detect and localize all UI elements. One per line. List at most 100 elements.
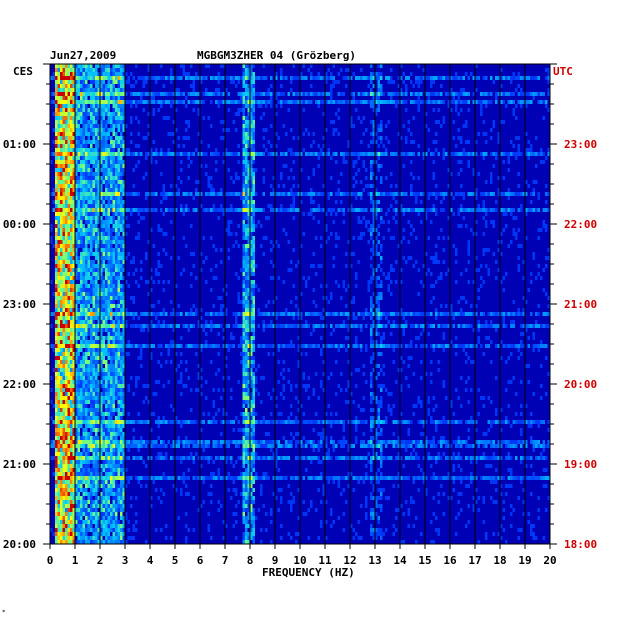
spectrogram-cell <box>290 340 293 344</box>
spectrogram-cell <box>95 176 98 180</box>
spectrogram-cell <box>245 244 248 248</box>
spectrogram-cell <box>462 216 465 220</box>
spectrogram-cell <box>70 156 73 160</box>
spectrogram-cell <box>460 208 463 212</box>
spectrogram-cell <box>372 92 375 96</box>
spectrogram-cell <box>352 192 355 196</box>
spectrogram-cell <box>365 184 368 188</box>
spectrogram-cell <box>377 192 380 196</box>
spectrogram-cell <box>390 80 393 84</box>
spectrogram-cell <box>55 196 58 200</box>
spectrogram-cell <box>105 252 108 256</box>
spectrogram-cell <box>165 192 168 196</box>
spectrogram-cell <box>462 196 465 200</box>
spectrogram-cell <box>302 232 305 236</box>
spectrogram-cell <box>182 212 185 216</box>
spectrogram-cell <box>135 268 138 272</box>
spectrogram-cell <box>185 104 188 108</box>
spectrogram-cell <box>65 180 68 184</box>
spectrogram-cell <box>242 320 245 324</box>
spectrogram-cell <box>382 324 385 328</box>
spectrogram-cell <box>402 72 405 76</box>
spectrogram-cell <box>415 92 418 96</box>
spectrogram-cell <box>75 340 78 344</box>
spectrogram-cell <box>207 192 210 196</box>
spectrogram-cell <box>52 244 55 248</box>
spectrogram-cell <box>280 104 283 108</box>
spectrogram-cell <box>337 192 340 196</box>
spectrogram-cell <box>440 124 443 128</box>
spectrogram-cell <box>85 252 88 256</box>
spectrogram-cell <box>355 340 358 344</box>
spectrogram-cell <box>515 152 518 156</box>
spectrogram-cell <box>105 212 108 216</box>
spectrogram-cell <box>275 132 278 136</box>
spectrogram-cell <box>105 112 108 116</box>
spectrogram-cell <box>180 272 183 276</box>
spectrogram-cell <box>57 140 60 144</box>
spectrogram-cell <box>65 68 68 72</box>
spectrogram-cell <box>402 152 405 156</box>
spectrogram-cell <box>120 324 123 328</box>
spectrogram-cell <box>517 264 520 268</box>
spectrogram-cell <box>485 224 488 228</box>
spectrogram-cell <box>80 128 83 132</box>
spectrogram-cell <box>67 68 70 72</box>
spectrogram-cell <box>97 148 100 152</box>
spectrogram-cell <box>357 76 360 80</box>
spectrogram-cell <box>365 220 368 224</box>
spectrogram-cell <box>165 92 168 96</box>
spectrogram-cell <box>122 240 125 244</box>
spectrogram-cell <box>245 76 248 80</box>
spectrogram-cell <box>377 100 380 104</box>
spectrogram-cell <box>85 160 88 164</box>
spectrogram-cell <box>252 260 255 264</box>
spectrogram-cell <box>105 320 108 324</box>
spectrogram-cell <box>520 204 523 208</box>
spectrogram-cell <box>310 64 313 68</box>
spectrogram-cell <box>435 208 438 212</box>
spectrogram-cell <box>417 312 420 316</box>
spectrogram-cell <box>80 264 83 268</box>
spectrogram-cell <box>295 208 298 212</box>
spectrogram-cell <box>250 124 253 128</box>
spectrogram-cell <box>65 144 68 148</box>
spectrogram-cell <box>242 284 245 288</box>
spectrogram-cell <box>170 132 173 136</box>
spectrogram-cell <box>297 92 300 96</box>
spectrogram-cell <box>335 312 338 316</box>
spectrogram-cell <box>147 344 150 348</box>
spectrogram-cell <box>57 240 60 244</box>
spectrogram-cell <box>427 76 430 80</box>
spectrogram-cell <box>502 316 505 320</box>
spectrogram-cell <box>410 132 413 136</box>
spectrogram-cell <box>107 332 110 336</box>
spectrogram-cell <box>440 208 443 212</box>
spectrogram-cell <box>432 76 435 80</box>
spectrogram-cell <box>370 224 373 228</box>
spectrogram-cell <box>330 332 333 336</box>
spectrogram-cell <box>57 72 60 76</box>
spectrogram-cell <box>260 116 263 120</box>
spectrogram-cell <box>162 320 165 324</box>
spectrogram-cell <box>250 256 253 260</box>
spectrogram-cell <box>337 108 340 112</box>
spectrogram-cell <box>167 192 170 196</box>
spectrogram-cell <box>520 76 523 80</box>
spectrogram-cell <box>95 312 98 316</box>
spectrogram-cell <box>417 192 420 196</box>
spectrogram-cell <box>477 336 480 340</box>
spectrogram-cell <box>70 68 73 72</box>
spectrogram-cell <box>245 312 248 316</box>
spectrogram-cell <box>57 124 60 128</box>
spectrogram-cell <box>422 284 425 288</box>
spectrogram-cell <box>72 104 75 108</box>
spectrogram-cell <box>395 92 398 96</box>
spectrogram-cell <box>72 180 75 184</box>
spectrogram-cell <box>252 224 255 228</box>
spectrogram-cell <box>150 92 153 96</box>
spectrogram-cell <box>495 96 498 100</box>
spectrogram-cell <box>102 308 105 312</box>
spectrogram-cell <box>257 312 260 316</box>
spectrogram-cell <box>55 272 58 276</box>
